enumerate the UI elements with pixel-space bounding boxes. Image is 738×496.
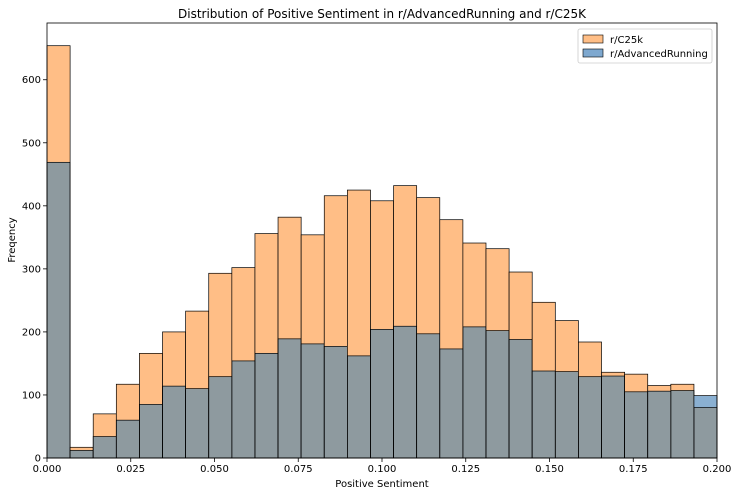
bar-overlap-28 (693, 407, 717, 458)
bar-overlap-18 (462, 326, 486, 458)
bar-overlap-26 (647, 391, 671, 458)
bar-overlap-1 (70, 450, 94, 458)
x-axis: 0.000 0.025 0.050 0.075 0.100 0.125 0.150 0.175… (33, 458, 732, 475)
bar-upper-16 (416, 197, 440, 334)
chart-title: Distribution of Positive Sentiment in r/… (178, 7, 587, 21)
bar-upper-15 (393, 185, 417, 327)
y-tick-label-6: 600 (22, 75, 41, 86)
bar-overlap-20 (509, 339, 533, 458)
x-tick-label-5: 0.125 (451, 464, 480, 475)
bar-overlap-12 (324, 346, 348, 458)
bar-upper-9 (254, 233, 279, 354)
legend-swatch-0 (582, 34, 604, 44)
legend-swatch-1 (582, 48, 604, 58)
x-tick-label-4: 0.100 (368, 464, 397, 475)
bar-upper-19 (485, 248, 510, 331)
bar-overlap-15 (393, 326, 417, 458)
y-axis-label: Freqency (7, 217, 18, 262)
bar-upper-5 (162, 331, 186, 387)
bar-upper-0 (47, 45, 71, 163)
bar-upper-25 (624, 374, 648, 392)
bar-overlap-21 (532, 371, 556, 458)
bar-upper-17 (439, 219, 463, 349)
bar-overlap-0 (47, 162, 71, 458)
bar-overlap-10 (278, 338, 302, 458)
bar-upper-11 (301, 234, 325, 344)
bar-overlap-24 (601, 376, 625, 458)
x-tick-label-3: 0.075 (284, 464, 313, 475)
x-tick-label-2: 0.050 (200, 464, 229, 475)
y-tick-label-2: 200 (22, 327, 41, 338)
bar-upper-23 (578, 342, 602, 377)
bar-overlap-9 (254, 353, 279, 458)
bar-overlap-17 (439, 348, 463, 458)
bar-upper-18 (462, 243, 486, 327)
y-tick-label-3: 300 (22, 264, 41, 275)
bar-upper-28 (693, 395, 717, 408)
bar-upper-10 (278, 217, 302, 339)
bar-overlap-3 (116, 420, 140, 458)
bar-upper-8 (231, 267, 255, 361)
y-tick-label-4: 400 (22, 201, 41, 212)
bar-upper-6 (185, 311, 209, 389)
x-tick-label-7: 0.175 (619, 464, 648, 475)
bar-upper-1 (70, 447, 94, 451)
bar-upper-22 (555, 320, 579, 372)
bar-upper-27 (670, 384, 694, 391)
bar-overlap-8 (231, 360, 255, 458)
x-tick-label-0: 0.000 (33, 464, 62, 475)
bar-overlap-7 (208, 376, 232, 458)
y-tick-label-0: 0 (35, 454, 41, 465)
bar-overlap-16 (416, 333, 440, 458)
bar-upper-2 (93, 413, 117, 437)
x-tick-label-6: 0.150 (535, 464, 564, 475)
bar-overlap-23 (578, 376, 602, 458)
x-tick-label-8: 0.200 (703, 464, 732, 475)
bar-upper-20 (509, 272, 533, 340)
bar-overlap-27 (670, 390, 694, 458)
x-tick-label-1: 0.025 (116, 464, 145, 475)
bar-overlap-13 (347, 355, 371, 458)
bar-upper-12 (324, 195, 348, 347)
legend-box (577, 28, 713, 64)
bar-overlap-5 (162, 386, 186, 458)
x-axis-label: Positive Sentiment (335, 479, 428, 490)
bar-upper-26 (647, 385, 671, 392)
bar-upper-13 (347, 190, 371, 356)
legend-label-1: r/AdvancedRunning (610, 49, 708, 60)
bar-overlap-25 (624, 391, 648, 458)
bar-overlap-19 (485, 330, 510, 458)
bar-upper-4 (139, 353, 163, 405)
bar-overlap-6 (185, 388, 209, 458)
bar-overlap-14 (370, 329, 394, 458)
bar-overlap-4 (139, 404, 163, 458)
bars-group (46, 45, 718, 459)
legend-label-0: r/C25k (610, 35, 643, 46)
bar-overlap-2 (93, 436, 117, 458)
bar-upper-7 (208, 273, 232, 377)
legend: r/C25k r/AdvancedRunning (577, 28, 713, 64)
y-tick-label-5: 500 (22, 138, 41, 149)
bar-upper-14 (370, 200, 394, 330)
bar-overlap-22 (555, 371, 579, 458)
bar-upper-21 (532, 302, 556, 371)
bar-upper-3 (116, 384, 140, 421)
bar-overlap-11 (301, 343, 325, 458)
y-axis: 0 100 200 300 400 500 600 (22, 75, 47, 465)
bar-upper-24 (601, 372, 625, 377)
y-tick-label-1: 100 (22, 390, 41, 401)
